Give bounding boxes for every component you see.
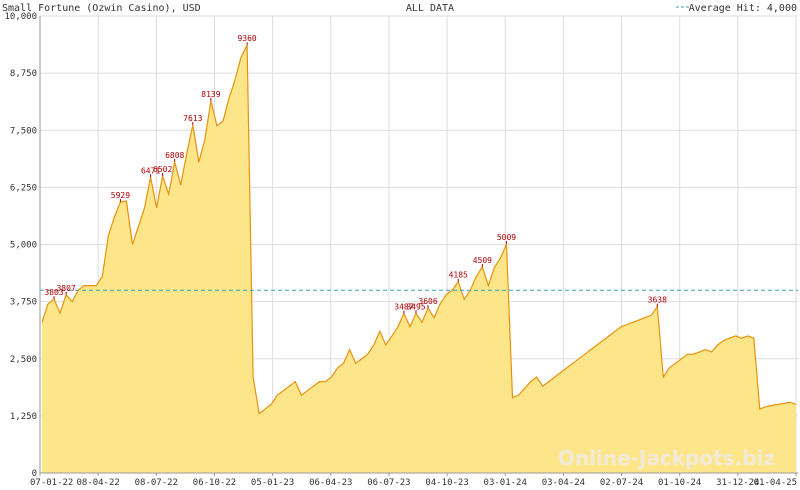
peak-label: 9360 — [237, 34, 256, 43]
y-tick-label: 2,500 — [10, 355, 37, 365]
watermark: Online-Jackpots.biz — [558, 446, 775, 470]
peak-label: 3606 — [418, 297, 437, 306]
chart-subtitle: ALL DATA — [406, 3, 454, 14]
x-tick-label: 07-01-22 — [30, 478, 73, 488]
y-tick-label: 1,250 — [10, 412, 37, 422]
peak-label: 3638 — [648, 296, 667, 305]
peak-label: 3803 — [44, 288, 63, 297]
peak-label: 4509 — [473, 256, 492, 265]
x-tick-label: 02-07-24 — [600, 478, 643, 488]
x-tick-label: 03-04-24 — [542, 478, 585, 488]
peak-label: 4185 — [449, 271, 468, 280]
y-tick-label: 10,000 — [4, 12, 37, 22]
peak-label: 3495 — [406, 302, 425, 311]
x-tick-label: 04-10-23 — [425, 478, 468, 488]
peak-label: 3487 — [394, 303, 413, 312]
x-tick-label: 08-07-22 — [135, 478, 178, 488]
peak-label: 8139 — [201, 90, 220, 99]
peak-label: 3807 — [56, 284, 75, 293]
peak-label: 6471 — [141, 166, 160, 175]
y-tick-label: 5,000 — [10, 241, 37, 251]
chart-title: Small Fortune (Ozwin Casino), USD — [2, 3, 201, 14]
x-tick-label: 05-01-23 — [251, 478, 294, 488]
peak-label: 5009 — [497, 233, 516, 242]
y-tick-label: 3,750 — [10, 298, 37, 308]
x-tick-label: 06-10-22 — [193, 478, 236, 488]
y-tick-label: 0 — [32, 469, 37, 479]
x-tick-label: 08-04-22 — [76, 478, 119, 488]
series-area — [42, 45, 796, 473]
x-tick-label: 06-07-23 — [367, 478, 410, 488]
legend-average-label: Average Hit: 4,000 — [689, 3, 797, 14]
peak-label: 6502 — [153, 165, 172, 174]
peak-label: 6808 — [165, 151, 184, 160]
x-tick-label: 01-04-25 — [754, 478, 797, 488]
y-tick-label: 8,750 — [10, 69, 37, 79]
x-tick-label: 31-12-24 — [716, 478, 759, 488]
axis-layer: 0 1,250 2,500 3,750 5,000 6,250 7,500 8,750 10,0… — [4, 12, 798, 488]
y-tick-label: 7,500 — [10, 126, 37, 136]
area-layer — [41, 44, 797, 473]
peak-label: 5929 — [111, 191, 130, 200]
y-tick-label: 6,250 — [10, 183, 37, 193]
x-tick-label: 03-01-24 — [484, 478, 527, 488]
x-tick-label: 06-04-23 — [309, 478, 352, 488]
peak-label: 7613 — [183, 114, 202, 123]
x-tick-label: 01-10-24 — [658, 478, 701, 488]
series-line — [41, 44, 797, 415]
